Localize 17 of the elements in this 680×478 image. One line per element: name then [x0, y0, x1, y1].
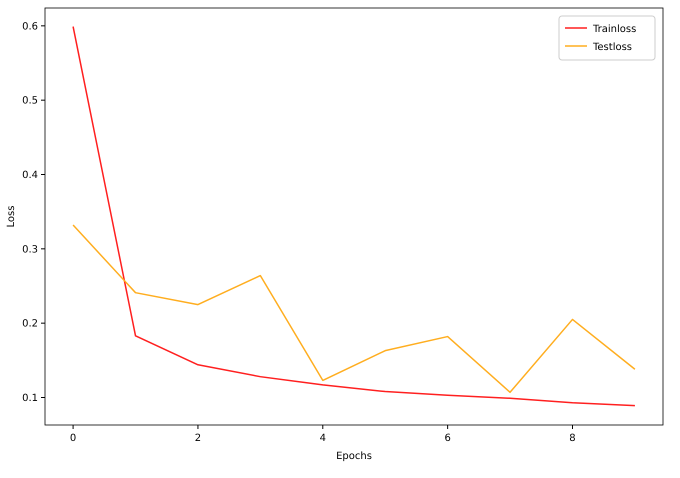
line-series — [72, 224, 636, 394]
y-axis-title: Loss — [6, 206, 17, 228]
x-tick-label: 0 — [70, 433, 76, 444]
x-tick-label: 6 — [444, 433, 451, 444]
x-tick-label: 4 — [320, 433, 326, 444]
y-tick-label: 0.1 — [22, 392, 38, 404]
y-tick-label: 0.5 — [22, 96, 38, 107]
y-tick-label: 0.6 — [22, 21, 38, 32]
legend-label: Testloss — [592, 42, 632, 53]
legend-label: Trainloss — [592, 24, 636, 35]
y-tick-label: 0.4 — [22, 170, 38, 182]
x-axis-title: Epochs — [336, 451, 372, 462]
x-tick-label: 8 — [569, 433, 576, 444]
y-tick-label: 0.2 — [22, 318, 38, 330]
y-tick-label: 0.3 — [22, 244, 38, 256]
x-tick-label: 2 — [194, 433, 202, 444]
line-series — [72, 26, 636, 406]
